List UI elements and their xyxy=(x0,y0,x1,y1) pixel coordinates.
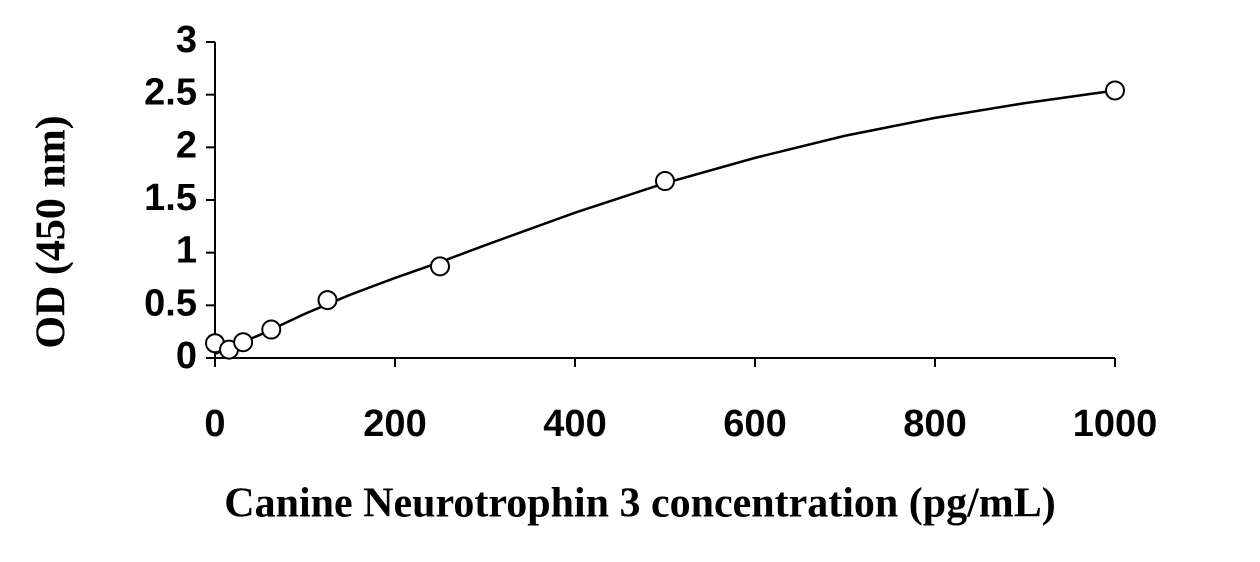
x-tick-label: 400 xyxy=(543,403,606,445)
data-point xyxy=(430,256,450,277)
y-tick-label: 2.5 xyxy=(144,72,197,114)
y-tick-label: 0 xyxy=(176,335,197,377)
fit-curve xyxy=(214,89,1116,355)
data-point xyxy=(233,332,254,353)
data-point xyxy=(261,319,282,340)
data-point xyxy=(1105,80,1125,101)
data-point xyxy=(655,171,675,192)
y-tick-label: 1.5 xyxy=(144,177,197,219)
data-point xyxy=(317,290,338,311)
x-tick-label: 0 xyxy=(204,403,225,445)
y-axis-title: OD (450 nm) xyxy=(29,115,75,348)
x-tick-label: 1000 xyxy=(1073,403,1158,445)
x-axis-title: Canine Neurotrophin 3 concentration (pg/… xyxy=(224,481,1055,527)
y-tick-label: 2 xyxy=(176,124,197,166)
x-tick-label: 600 xyxy=(723,403,786,445)
y-tick-label: 3 xyxy=(176,19,197,61)
y-tick-label: 0.5 xyxy=(144,282,197,324)
x-tick-label: 800 xyxy=(903,403,966,445)
x-tick-label: 200 xyxy=(363,403,426,445)
y-tick-label: 1 xyxy=(176,230,197,272)
